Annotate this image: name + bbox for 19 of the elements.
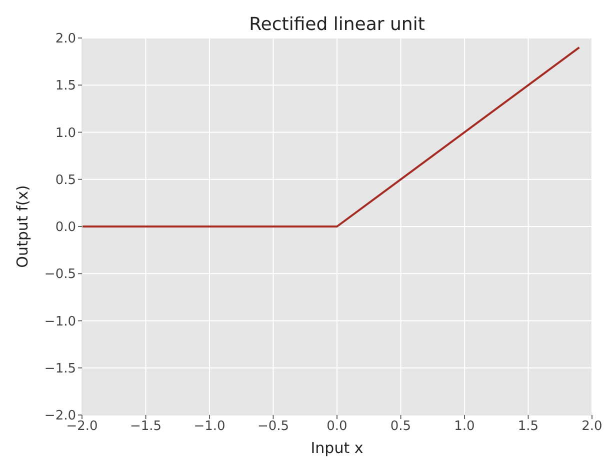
x-tick-label: 1.5 <box>518 419 539 434</box>
x-tick-label: 0.0 <box>326 419 348 434</box>
x-tick-label: 1.0 <box>454 419 475 434</box>
chart-title: Rectified linear unit <box>248 14 426 35</box>
y-tick-label: 0.0 <box>55 220 76 236</box>
y-tick-label: 1.5 <box>55 78 76 94</box>
x-tick-label: 0.5 <box>390 419 412 434</box>
x-axis-title: Input x <box>310 439 364 457</box>
x-tick-label: −1.0 <box>194 419 226 434</box>
x-tick-label: −0.5 <box>257 419 290 434</box>
y-tick-label: −0.5 <box>44 267 76 282</box>
y-tick-label: 2.0 <box>55 32 76 47</box>
y-tick-label: 1.0 <box>55 126 76 141</box>
y-tick-label: −1.0 <box>44 314 76 330</box>
y-tick-label: 0.5 <box>55 172 76 188</box>
y-axis-title: Output f(x) <box>13 185 32 268</box>
y-tick-label: −1.5 <box>44 361 76 376</box>
x-tick-label: 2.0 <box>582 419 602 434</box>
x-tick-label: −1.5 <box>130 419 162 434</box>
